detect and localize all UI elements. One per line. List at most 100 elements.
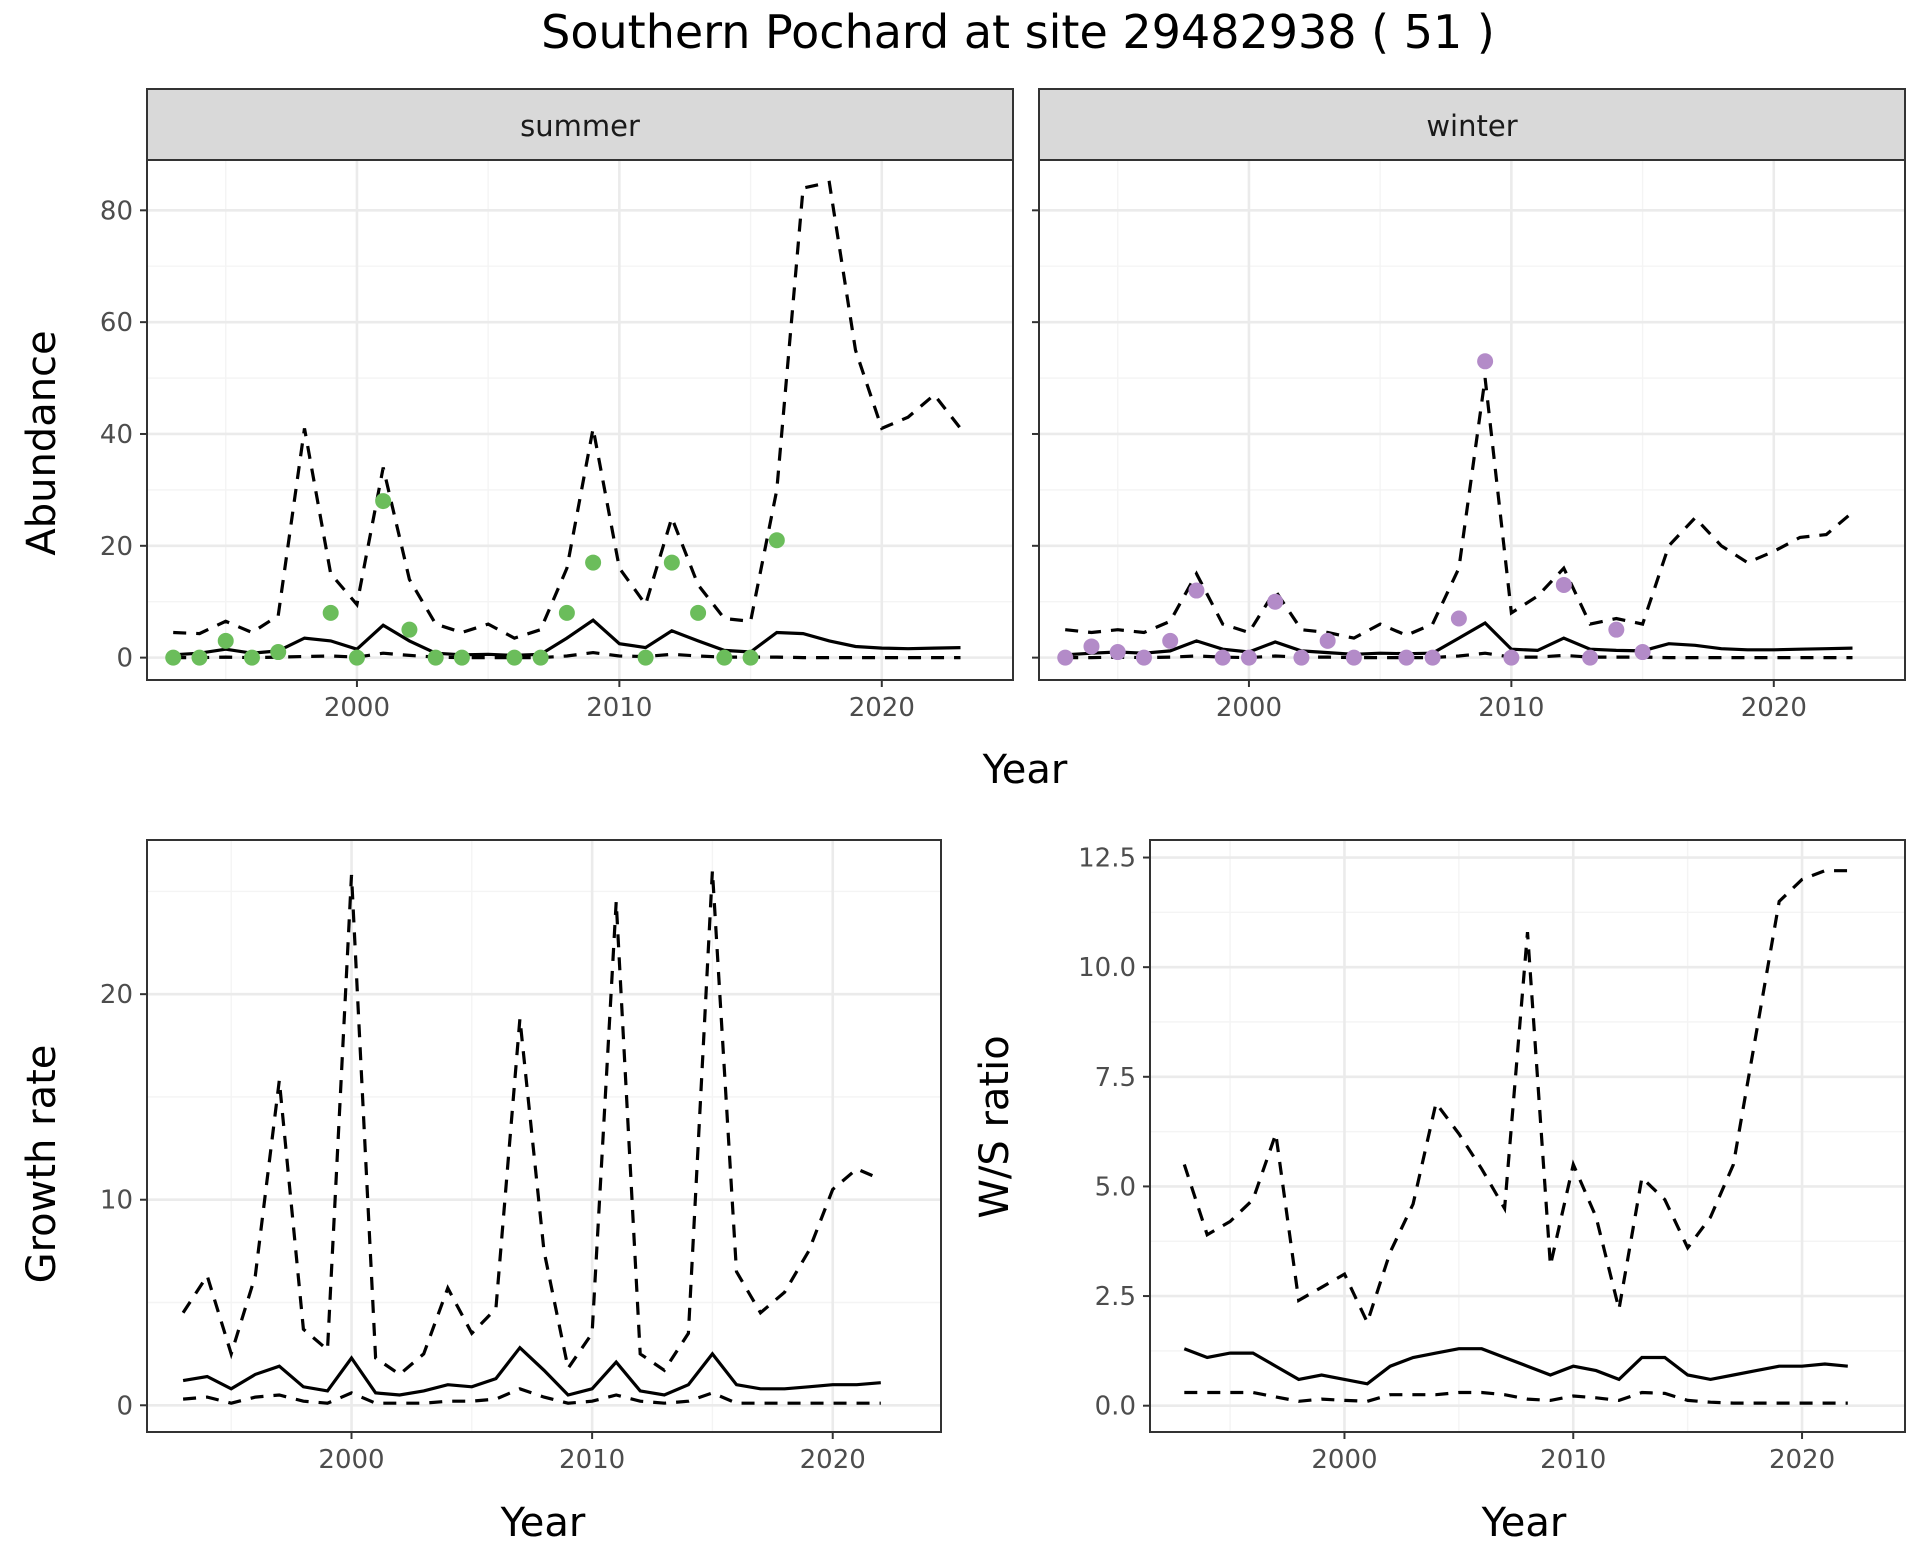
x-tick-label: 2020 [1769,1445,1835,1475]
data-point-summer [690,604,707,621]
plot-area-growth [147,840,941,1432]
x-tick-label: 2010 [1478,693,1544,723]
panel-border-winter [1038,159,1906,681]
y-tick-label: 10.0 [1078,953,1136,983]
x-axis-title-growth: Year [500,1500,586,1546]
data-point-summer [558,604,575,621]
x-axis-title-top: Year [982,747,1068,793]
series-growth-lower-bound [182,1387,881,1405]
data-point-winter [1503,649,1520,666]
panel-summer: summer 2000 2010 2020 0 20 40 60 80 [100,88,1014,723]
data-point-summer [637,649,654,666]
data-point-summer [217,632,234,649]
series-winter-estimate [1065,621,1853,657]
y-tick-label: 10 [100,1186,133,1216]
strip-winter [1038,88,1906,161]
data-point-winter [1214,649,1231,666]
series-ws-upper-bound [1182,869,1848,1327]
data-point-winter [1398,649,1415,666]
series-summer-upper-bound [173,180,962,640]
data-point-winter [1293,649,1310,666]
strip-summer [146,88,1014,161]
data-point-summer [506,649,523,666]
series-winter-upper-bound [1065,377,1854,640]
y-tick-label: 20 [100,980,133,1010]
y-axis-title-growth: Growth rate [19,1045,65,1284]
plot-area-summer [147,160,1013,680]
data-point-summer [165,649,182,666]
data-point-winter [1267,593,1284,610]
data-point-summer [243,649,260,666]
data-point-winter [1555,576,1572,593]
data-point-winter [1582,649,1599,666]
data-point-summer [375,493,392,510]
data-point-summer [427,649,444,666]
x-tick-label: 2010 [1540,1445,1606,1475]
series-ws-lower-bound [1184,1390,1848,1405]
y-tick-label: 60 [100,308,133,338]
x-tick-label: 2020 [1741,693,1807,723]
y-tick-label: 5.0 [1095,1172,1136,1202]
data-point-summer [348,649,365,666]
x-tick-label: 2000 [324,693,390,723]
data-point-winter [1424,649,1441,666]
plot-ws-ratio: 2000 2010 2020 0.0 2.5 5.0 7.5 10.0 12.5 [1078,839,1906,1475]
panel-growth-rate: 2000 2010 2020 0 10 20 [100,839,942,1475]
panel-ws-ratio: 2000 2010 2020 0.0 2.5 5.0 7.5 10.0 12.5 [1078,839,1906,1475]
data-point-winter [1109,644,1126,661]
y-tick-label: 7.5 [1095,1063,1136,1093]
data-point-summer [532,649,549,666]
series-summer-lower-bound [173,650,961,660]
data-point-winter [1240,649,1257,666]
y-tick-label: 20 [100,532,133,562]
plot-summer: 2000 2010 2020 0 20 40 60 80 [100,159,1014,723]
panel-winter: winter 2000 2010 2020 [1032,88,1906,723]
series-winter-lower-bound [1065,651,1853,660]
x-tick-label: 2010 [586,693,652,723]
series-ws-estimate [1183,1347,1848,1386]
panel-border-ws [1149,839,1906,1433]
x-tick-label: 2000 [1216,693,1282,723]
data-point-winter [1162,632,1179,649]
x-axis-title-ws: Year [1481,1500,1567,1546]
data-point-winter [1319,632,1336,649]
data-point-winter [1188,582,1205,599]
x-tick-label: 2000 [318,1445,384,1475]
y-tick-label: 80 [100,196,133,226]
data-point-winter [1345,649,1362,666]
data-point-summer [663,554,680,571]
data-point-summer [453,649,470,666]
y-axis-title-ws: W/S ratio [972,1035,1018,1218]
data-point-summer [768,532,785,549]
data-point-summer [585,554,602,571]
panel-border-growth [146,839,942,1433]
data-point-winter [1608,621,1625,638]
series-growth-upper-bound [181,870,882,1377]
data-point-summer [716,649,733,666]
y-tick-label: 0.0 [1095,1392,1136,1422]
data-point-winter [1477,353,1494,370]
plot-winter: 2000 2010 2020 [1032,159,1906,723]
y-tick-label: 2.5 [1095,1282,1136,1312]
y-axis-title-abundance: Abundance [19,330,65,555]
x-tick-label: 2020 [849,693,915,723]
x-tick-label: 2010 [559,1445,625,1475]
data-point-summer [191,649,208,666]
data-point-summer [742,649,759,666]
data-point-summer [322,604,339,621]
y-tick-label: 0 [116,644,133,674]
y-tick-label: 40 [100,420,133,450]
data-point-winter [1057,649,1074,666]
data-point-winter [1634,644,1651,661]
main-title: Southern Pochard at site 29482938 ( 51 ) [541,5,1495,59]
panel-border-summer [146,159,1014,681]
series-growth-estimate [182,1345,881,1397]
strip-label-summer: summer [520,109,640,143]
plot-area-winter [1039,160,1905,680]
strip-label-winter: winter [1426,109,1517,143]
series-summer-estimate [173,618,961,658]
y-tick-label: 0 [116,1391,133,1421]
data-point-summer [270,644,287,661]
plot-area-ws [1150,840,1905,1432]
